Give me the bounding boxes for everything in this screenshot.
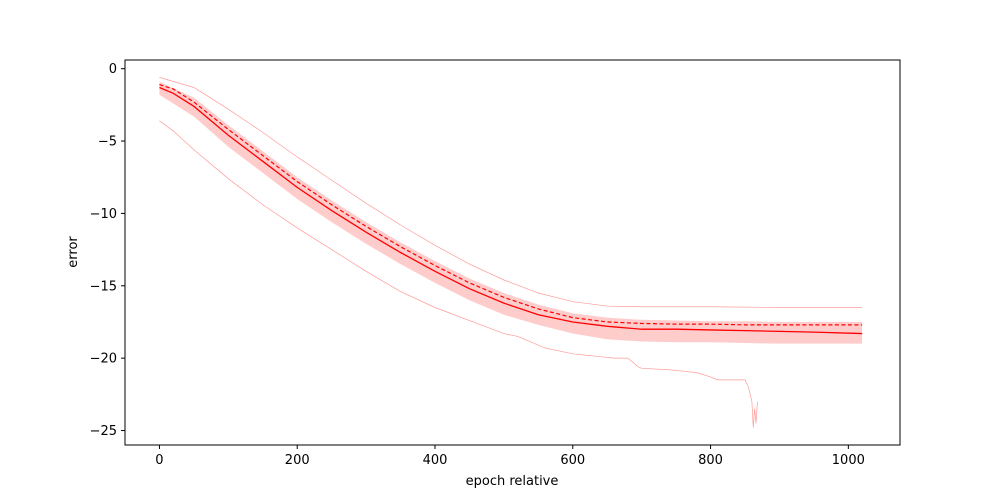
y-tick-label: −5: [98, 135, 117, 150]
x-axis-ticks: 0 200 400 600 800 1000: [155, 445, 865, 468]
x-tick-label: 200: [285, 453, 310, 468]
y-axis-label: error: [66, 236, 81, 268]
x-tick-label: 0: [155, 453, 163, 468]
x-tick-label: 1000: [832, 453, 865, 468]
x-tick-label: 800: [698, 453, 723, 468]
x-tick-label: 400: [423, 453, 448, 468]
axes-frame: [124, 59, 901, 446]
y-tick-label: −10: [90, 207, 117, 222]
x-tick-label: 600: [560, 453, 585, 468]
y-tick-label: 0: [109, 62, 117, 77]
spread-band: [159, 81, 863, 344]
y-tick-label: −20: [90, 352, 117, 367]
plot-area: [159, 77, 863, 428]
mean-line: [159, 86, 863, 335]
y-axis-ticks: 0 −5 −10 −15 −20 −25: [90, 62, 125, 439]
median-line: [159, 84, 863, 326]
y-tick-label: −25: [90, 424, 117, 439]
y-tick-label: −15: [90, 279, 117, 294]
lower-bound-line: [159, 120, 758, 428]
x-axis-label: epoch relative: [466, 474, 559, 489]
upper-bound-line: [159, 77, 863, 308]
